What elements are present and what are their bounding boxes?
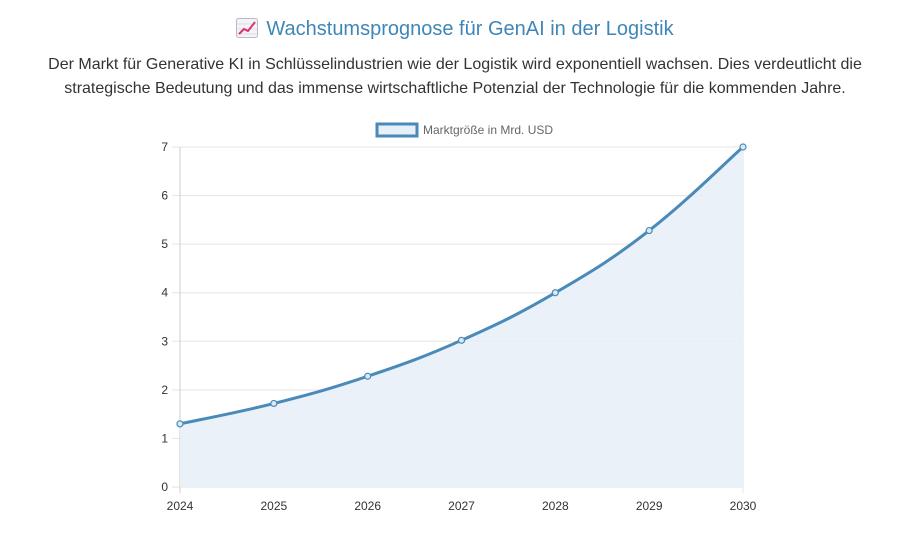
data-point (457, 336, 466, 344)
y-tick-label: 6 (161, 189, 168, 203)
y-tick-label: 1 (161, 431, 168, 445)
series-area-fill (180, 147, 743, 487)
x-tick-label: 2029 (636, 499, 663, 513)
data-point (551, 289, 559, 297)
growth-line-chart: 0 1 2 3 4 5 6 7 2024 2025 2026 2027 2028 2029 2030 Mark… (161, 122, 757, 513)
legend-swatch (375, 122, 419, 138)
y-tick-label: 4 (161, 286, 168, 300)
x-tick-label: 2027 (448, 499, 475, 513)
data-point (739, 143, 747, 151)
x-tick-label: 2028 (542, 499, 569, 513)
x-tick-label: 2026 (354, 499, 381, 513)
y-tick-label: 5 (161, 237, 168, 251)
x-tick-label: 2025 (260, 499, 287, 513)
y-tick-label: 7 (161, 140, 168, 154)
chart-container: 0 1 2 3 4 5 6 7 2024 2025 2026 2027 2028 2029 2030 Mark… (0, 110, 910, 539)
y-tick-label: 0 (161, 480, 168, 494)
page-title: Wachstumsprognose für GenAI in der Logis… (0, 14, 910, 44)
page-description: Der Markt für Generative KI in Schlüssel… (48, 56, 862, 97)
chart-increasing-icon (236, 17, 259, 38)
data-point (270, 399, 278, 408)
x-tick-label: 2030 (730, 499, 757, 513)
data-point (645, 226, 653, 235)
y-tick-label: 3 (161, 334, 168, 348)
legend-label: Marktgröße in Mrd. USD (423, 123, 553, 137)
x-tick-label: 2024 (167, 499, 194, 513)
data-point (176, 420, 184, 428)
y-tick-label: 2 (161, 383, 168, 397)
page-title-text: Wachstumsprognose für GenAI in der Logis… (266, 18, 674, 40)
data-point (364, 372, 372, 380)
